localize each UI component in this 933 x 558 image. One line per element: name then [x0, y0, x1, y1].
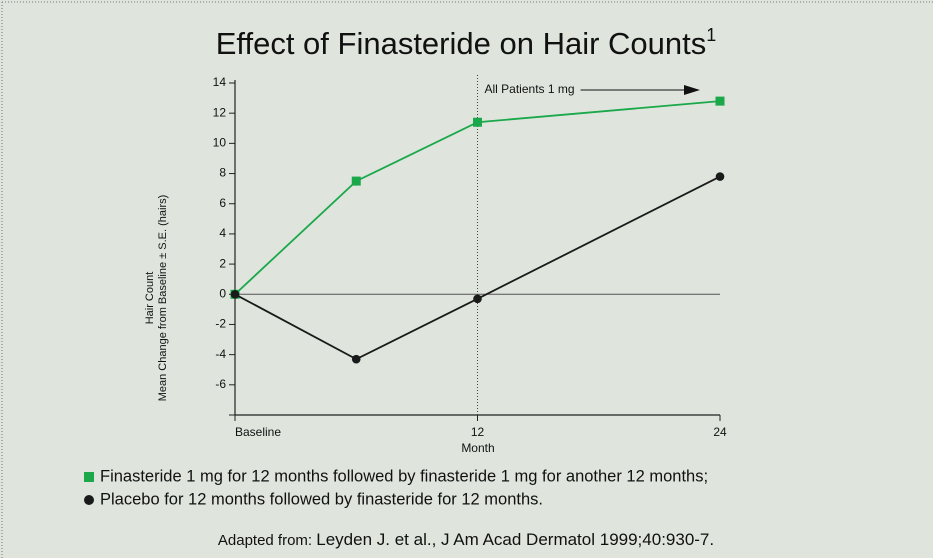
- point: [351, 176, 361, 186]
- y-tick-label: 6: [219, 196, 226, 210]
- y-axis-label: Mean Change from Baseline ± S.E. (hairs): [157, 195, 169, 402]
- chart-title: Effect of Finasteride on Hair Counts1: [216, 25, 717, 61]
- x-tick-label: Baseline: [235, 425, 281, 439]
- series-line: [234, 175, 721, 361]
- y-tick-label: 0: [219, 286, 226, 300]
- x-tick-label: 12: [471, 425, 485, 439]
- y-tick-label: 12: [213, 105, 227, 119]
- y-tick-label: -4: [215, 347, 226, 361]
- point: [715, 172, 725, 181]
- y-tick-label: 8: [219, 166, 226, 180]
- source-prefix: Adapted from:: [218, 532, 316, 549]
- legend-marker: [84, 472, 94, 482]
- x-axis-label: Month: [461, 441, 494, 455]
- y-axis-label: Hair Count: [144, 272, 156, 325]
- source-text: Leyden J. et al., J Am Acad Dermatol 199…: [316, 530, 714, 549]
- y-tick-label: 10: [213, 136, 227, 150]
- annotation: All Patients 1 mg: [485, 82, 575, 96]
- point: [351, 354, 361, 364]
- series-line: [234, 100, 721, 295]
- y-tick-label: 4: [219, 226, 226, 240]
- y-tick-label: 2: [219, 256, 226, 270]
- point: [473, 117, 482, 127]
- x-tick-label: 24: [713, 425, 727, 439]
- y-tick-label: 14: [213, 75, 227, 89]
- title-text: Effect of Finasteride on Hair Counts: [216, 26, 707, 61]
- legend-label: Placebo for 12 months followed by finast…: [100, 490, 543, 508]
- source: Adapted from: Leyden J. et al., J Am Aca…: [218, 530, 714, 549]
- annotation-arrowhead: [684, 85, 700, 95]
- point: [473, 294, 482, 304]
- y-tick-label: -2: [215, 317, 226, 331]
- y-tick-label: -6: [215, 377, 226, 391]
- legend-marker: [84, 495, 94, 505]
- title-superscript: 1: [706, 25, 716, 45]
- legend-label: Finasteride 1 mg for 12 months followed …: [100, 467, 708, 485]
- point: [715, 96, 725, 106]
- point: [230, 289, 240, 299]
